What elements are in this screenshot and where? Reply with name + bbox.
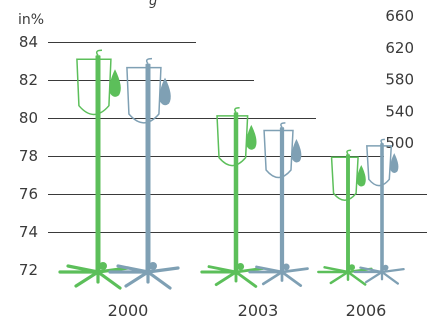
left-tick-label: 82 bbox=[19, 71, 38, 89]
green-stand-2003-drop bbox=[246, 124, 257, 150]
left-axis-ticks: 84 82 80 78 76 74 72 bbox=[19, 33, 38, 279]
blue-stand-2006 bbox=[353, 138, 405, 285]
blue-stand-2003-wheel bbox=[282, 263, 290, 271]
right-tick-label: 540 bbox=[385, 102, 414, 120]
green-stand-2006 bbox=[317, 149, 373, 286]
blue-stand-2003-leg-5 bbox=[255, 265, 284, 274]
blue-stand-2006-drop bbox=[390, 153, 399, 173]
blue-stand-2000-hook bbox=[145, 57, 153, 65]
green-stand-2000-wheel bbox=[99, 262, 107, 270]
green-stand-2000 bbox=[58, 49, 130, 290]
blue-stand-2003-drop bbox=[291, 139, 302, 163]
blue-stand-2000-bag bbox=[126, 66, 162, 124]
blue-stand-2003-hook bbox=[280, 122, 286, 128]
blue-stand-2003-leg-4 bbox=[280, 267, 309, 274]
x-label-2000: 2000 bbox=[108, 301, 149, 320]
green-stand-2003 bbox=[200, 107, 265, 288]
blue-stand-2006-hook bbox=[380, 138, 385, 144]
green-stand-2006-leg-1 bbox=[329, 270, 350, 285]
green-stand-2006-wheel bbox=[348, 264, 356, 271]
left-tick-label: 80 bbox=[19, 109, 38, 127]
green-stand-2003-pole bbox=[233, 112, 239, 272]
blue-stand-2000-wheel bbox=[149, 262, 157, 270]
green-stand-2006-leg-3 bbox=[346, 270, 367, 286]
green-stand-2006-drop bbox=[357, 165, 366, 187]
green-stand-2003-leg-1 bbox=[214, 270, 238, 287]
blue-stand-2000-leg-5 bbox=[116, 264, 150, 274]
green-stand-2000-leg-4 bbox=[96, 266, 130, 274]
x-label-2003: 2003 bbox=[238, 301, 279, 320]
blue-stand-2003-bag bbox=[263, 129, 294, 179]
left-axis-unit: in% bbox=[18, 12, 44, 28]
green-stand-2003-leg-3 bbox=[234, 270, 258, 288]
blue-stand-2003-leg-1 bbox=[261, 270, 284, 286]
right-tick-label: 660 bbox=[385, 7, 414, 25]
green-stand-2003-leg-5 bbox=[207, 265, 238, 274]
blue-stand-2006-leg-3 bbox=[380, 270, 399, 285]
green-stand-2003-bag bbox=[216, 115, 249, 167]
blue-stand-2000-leg-4 bbox=[146, 266, 180, 274]
blue-stand-2003-pole bbox=[279, 127, 285, 272]
right-tick-label: 580 bbox=[385, 71, 414, 89]
x-label-2006: 2006 bbox=[346, 301, 387, 320]
green-stand-2000-leg-5 bbox=[66, 264, 100, 274]
green-stand-2000-pole bbox=[95, 55, 101, 272]
green-stand-2006-bag bbox=[330, 156, 359, 202]
right-tick-label: 500 bbox=[385, 134, 414, 152]
blue-stand-2006-leg-1 bbox=[365, 270, 384, 284]
green-stand-2000-hook bbox=[95, 49, 103, 56]
left-tick-label: 84 bbox=[19, 33, 38, 51]
iv-stand-bars bbox=[58, 49, 405, 290]
blue-stand-2006-pole bbox=[380, 143, 384, 272]
blue-stand-2006-wheel bbox=[382, 264, 389, 271]
blue-stand-2000-leg-3 bbox=[146, 270, 172, 290]
green-stand-2006-hook bbox=[346, 149, 352, 155]
blue-stand-2003-leg-3 bbox=[280, 270, 303, 287]
blue-stand-2000-pole bbox=[145, 63, 151, 272]
green-stand-2003-wheel bbox=[236, 263, 245, 271]
green-stand-2003-hook bbox=[234, 107, 240, 113]
blue-stand-2000-drop bbox=[159, 77, 171, 106]
right-tick-label: 620 bbox=[385, 39, 414, 57]
right-axis-ticks: 660 620 580 540 500 bbox=[385, 7, 414, 152]
blue-stand-2003 bbox=[248, 122, 309, 287]
left-tick-label: 74 bbox=[19, 223, 38, 241]
blue-stand-2006-bag bbox=[366, 145, 393, 187]
left-tick-label: 76 bbox=[19, 185, 38, 203]
green-stand-2003-leg-4 bbox=[234, 266, 265, 274]
green-stand-2000-bag bbox=[76, 58, 112, 116]
green-stand-2006-leg-5 bbox=[323, 266, 350, 274]
x-axis-labels: 2000 2003 2006 bbox=[108, 301, 387, 320]
green-stand-2000-leg-3 bbox=[96, 270, 122, 290]
blue-stand-2000-leg-1 bbox=[124, 270, 150, 288]
left-tick-label: 78 bbox=[19, 147, 38, 165]
green-stand-2006-pole bbox=[346, 154, 350, 272]
blue-stand-2000 bbox=[108, 57, 180, 290]
caption-fragment: g bbox=[149, 0, 157, 9]
green-stand-2000-drop bbox=[109, 69, 121, 97]
left-tick-label: 72 bbox=[19, 261, 38, 279]
blue-stand-2006-leg-5 bbox=[359, 266, 384, 274]
green-stand-2000-leg-1 bbox=[74, 270, 100, 288]
blue-stand-2006-leg-4 bbox=[380, 267, 405, 274]
